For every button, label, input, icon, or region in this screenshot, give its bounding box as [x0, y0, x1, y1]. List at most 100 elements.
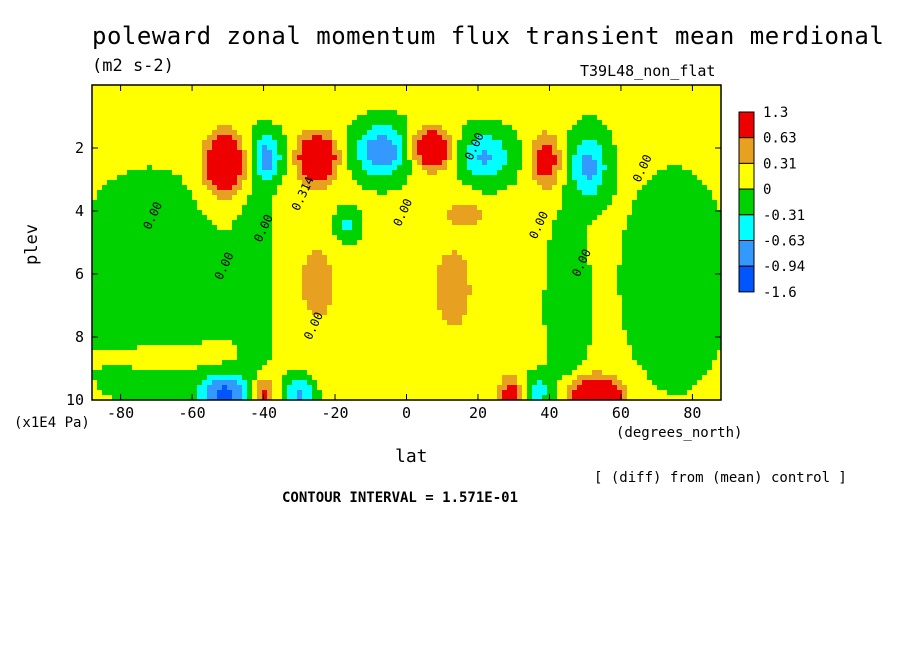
field-cell [197, 330, 203, 336]
field-cell [322, 255, 328, 261]
field-cell [327, 230, 333, 236]
field-cell [267, 120, 273, 126]
field-cell [302, 295, 308, 301]
field-cell [237, 270, 243, 276]
field-cell [277, 185, 283, 191]
field-cell [467, 210, 473, 216]
field-cell [302, 360, 308, 366]
field-cell [92, 215, 98, 221]
field-cell [367, 85, 373, 91]
field-cell [102, 115, 108, 121]
field-cell [402, 285, 408, 291]
field-cell [447, 260, 453, 266]
field-cell [232, 235, 238, 241]
field-cell [457, 305, 463, 311]
field-cell [122, 150, 128, 156]
field-cell [347, 85, 353, 91]
field-cell [467, 275, 473, 281]
field-cell [177, 220, 183, 226]
field-cell [147, 390, 153, 396]
field-cell [232, 295, 238, 301]
field-cell [112, 320, 118, 326]
field-cell [342, 330, 348, 336]
field-cell [452, 115, 458, 121]
field-cell [222, 330, 228, 336]
field-cell [247, 335, 253, 341]
field-cell [192, 220, 198, 226]
field-cell [217, 265, 223, 271]
field-cell [312, 130, 318, 136]
field-cell [232, 290, 238, 296]
field-cell [437, 375, 443, 381]
field-cell [152, 135, 158, 141]
field-cell [212, 360, 218, 366]
field-cell [177, 235, 183, 241]
field-cell [107, 335, 113, 341]
field-cell [472, 215, 478, 221]
field-cell [117, 170, 123, 176]
field-cell [152, 375, 158, 381]
field-cell [227, 135, 233, 141]
field-cell [307, 150, 313, 156]
field-cell [287, 245, 293, 251]
field-cell [257, 335, 263, 341]
field-cell [152, 205, 158, 211]
field-cell [377, 395, 383, 401]
field-cell [427, 205, 433, 211]
field-cell [412, 315, 418, 321]
field-cell [317, 195, 323, 201]
field-cell [257, 150, 263, 156]
field-cell [482, 350, 488, 356]
field-cell [307, 140, 313, 146]
field-cell [242, 285, 248, 291]
field-cell [297, 130, 303, 136]
field-cell [242, 290, 248, 296]
field-cell [412, 120, 418, 126]
field-cell [397, 235, 403, 241]
field-cell [482, 120, 488, 126]
field-cell [427, 110, 433, 116]
field-cell [467, 175, 473, 181]
field-cell [402, 125, 408, 131]
field-cell [342, 255, 348, 261]
field-cell [252, 370, 258, 376]
field-cell [477, 120, 483, 126]
field-cell [302, 320, 308, 326]
field-cell [167, 245, 173, 251]
field-cell [352, 395, 358, 401]
field-cell [337, 280, 343, 286]
field-cell [237, 355, 243, 361]
field-cell [202, 160, 208, 166]
field-cell [397, 185, 403, 191]
field-cell [247, 290, 253, 296]
field-cell [132, 245, 138, 251]
field-cell [172, 190, 178, 196]
field-cell [102, 305, 108, 311]
field-cell [432, 350, 438, 356]
field-cell [282, 290, 288, 296]
field-cell [342, 230, 348, 236]
field-cell [127, 370, 133, 376]
field-cell [397, 320, 403, 326]
field-cell [352, 320, 358, 326]
field-cell [307, 205, 313, 211]
field-cell [172, 250, 178, 256]
field-cell [202, 370, 208, 376]
field-cell [367, 200, 373, 206]
field-cell [442, 120, 448, 126]
field-cell [147, 185, 153, 191]
field-cell [182, 140, 188, 146]
field-cell [102, 265, 108, 271]
field-cell [322, 315, 328, 321]
field-cell [107, 230, 113, 236]
field-cell [347, 185, 353, 191]
field-cell [327, 375, 333, 381]
field-cell [397, 110, 403, 116]
field-cell [312, 220, 318, 226]
field-cell [322, 280, 328, 286]
field-cell [452, 215, 458, 221]
field-cell [162, 335, 168, 341]
field-cell [467, 125, 473, 131]
field-cell [357, 100, 363, 106]
field-cell [242, 305, 248, 311]
